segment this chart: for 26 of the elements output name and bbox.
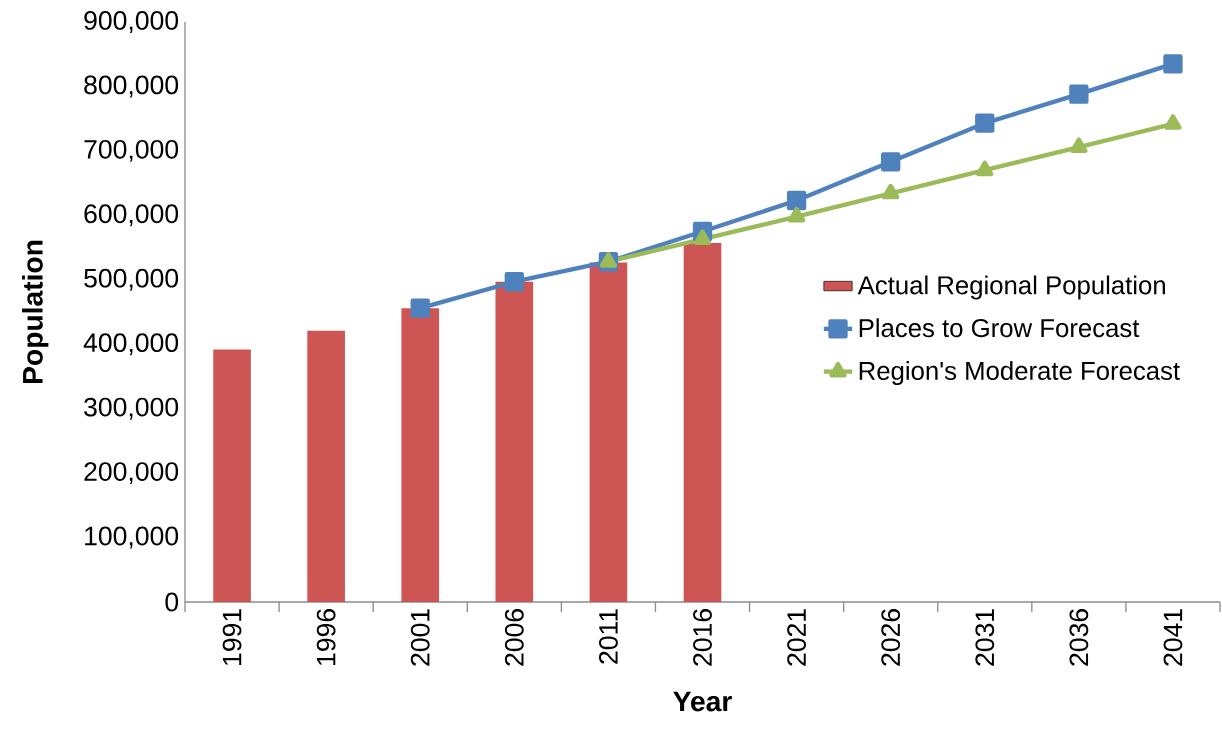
y-tick-label: 900,000 bbox=[84, 11, 179, 33]
y-tick-label: 700,000 bbox=[84, 139, 179, 162]
x-tick-label: 2011 bbox=[599, 609, 618, 664]
legend-label: Places to Grow Forecast bbox=[859, 318, 1140, 338]
y-tick-label: 200,000 bbox=[84, 462, 179, 485]
x-axis-title: Year bbox=[673, 691, 732, 712]
y-tick-label: 100,000 bbox=[85, 526, 179, 549]
x-tick-label: 2026 bbox=[881, 609, 901, 666]
legend-label: Actual Regional Population bbox=[857, 275, 1165, 300]
y-tick-label: 500,000 bbox=[84, 268, 179, 291]
y-tick-label: 800,000 bbox=[84, 75, 179, 98]
y-tick-label: 400,000 bbox=[83, 333, 179, 356]
y-tick-label: 0 bbox=[165, 592, 179, 612]
x-tick-label: 1996 bbox=[316, 609, 336, 665]
x-tick-label: 2031 bbox=[975, 609, 995, 666]
x-tick-label: 2001 bbox=[410, 609, 430, 666]
y-axis-title: Population bbox=[22, 240, 49, 384]
x-tick-label: 1991 bbox=[222, 609, 242, 665]
x-tick-label: 2036 bbox=[1069, 609, 1089, 666]
x-tick-label: 2016 bbox=[693, 609, 712, 666]
y-tick-label: 600,000 bbox=[84, 204, 179, 227]
x-tick-label: 2006 bbox=[504, 609, 524, 666]
legend-label: Region's Moderate Forecast bbox=[859, 361, 1180, 386]
x-tick-label: 2021 bbox=[787, 609, 806, 666]
x-tick-label: 2041 bbox=[1163, 609, 1183, 666]
y-tick-label: 300,000 bbox=[84, 397, 179, 420]
